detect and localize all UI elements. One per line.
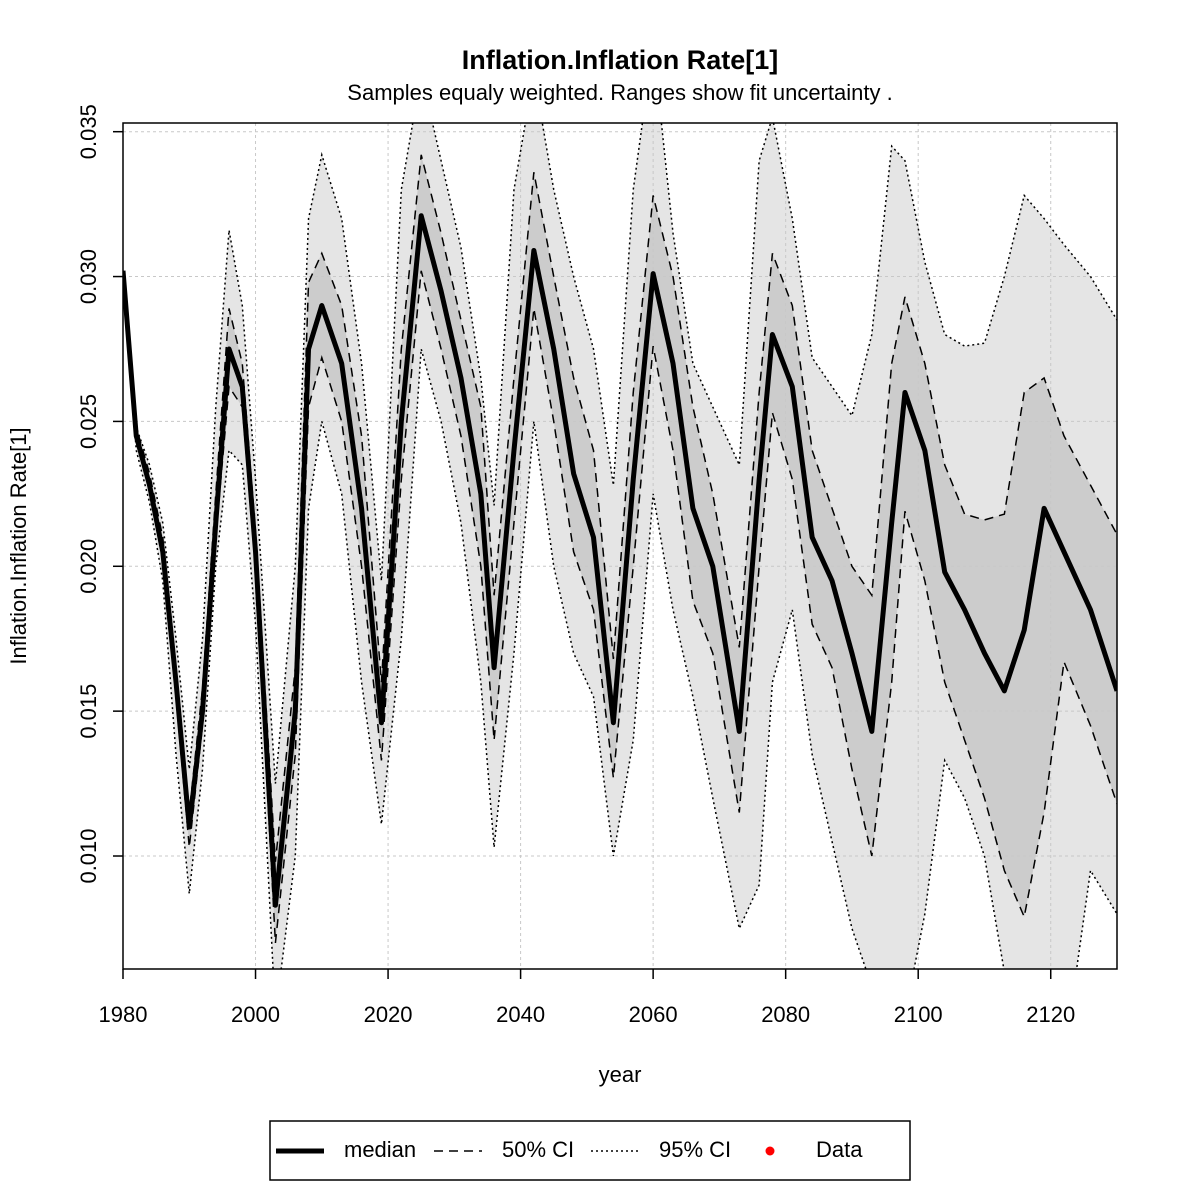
legend-label: 95% CI [659,1137,731,1162]
x-tick-label: 2000 [231,1002,280,1027]
legend-box [269,1120,911,1181]
x-tick-label: 2060 [629,1002,678,1027]
y-tick-label: 0.025 [76,394,101,449]
legend-label: median [344,1137,416,1162]
median-line [123,213,1117,908]
ci-upper-line [123,123,1117,784]
x-tick-label: 2080 [761,1002,810,1027]
legend-swatch [765,1146,775,1156]
ci-band-fill [123,154,1117,943]
x-axis-label: year [599,1062,642,1087]
x-tick-label: 1980 [99,1002,148,1027]
x-tick-label: 2120 [1026,1002,1075,1027]
y-tick-label: 0.020 [76,539,101,594]
chart-subtitle: Samples equaly weighted. Ranges show fit… [347,80,892,105]
y-tick-label: 0.030 [76,249,101,304]
plot-frame [122,122,1118,970]
x-tick-label: 2040 [496,1002,545,1027]
ci-lower-line [123,270,1117,969]
y-tick-label: 0.015 [76,684,101,739]
legend-label: Data [816,1137,863,1162]
y-axis-label: Inflation.Inflation Rate[1] [6,427,31,664]
plot-area [123,123,1117,969]
chart-title: Inflation.Inflation Rate[1] [462,45,779,75]
x-tick-label: 2100 [894,1002,943,1027]
y-tick-label: 0.035 [76,104,101,159]
ci-upper-line [123,154,1117,862]
legend-label: 50% CI [502,1137,574,1162]
x-tick-label: 2020 [364,1002,413,1027]
y-tick-label: 0.010 [76,828,101,883]
